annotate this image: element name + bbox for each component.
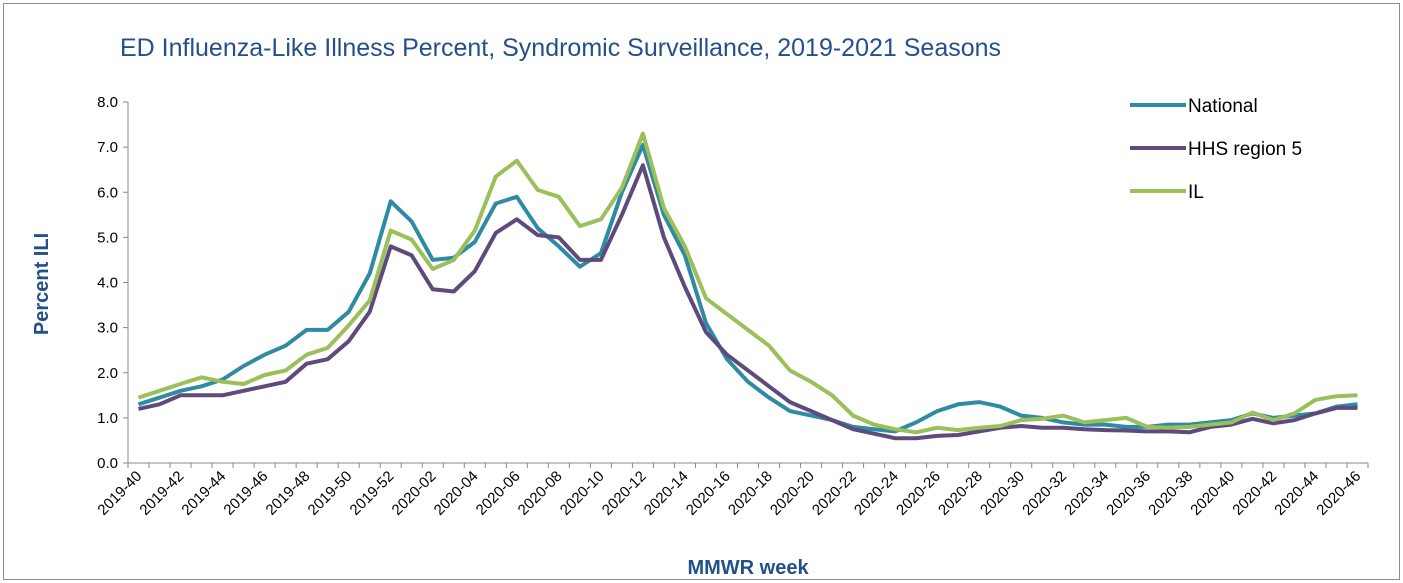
y-tick-label: 2.0 (97, 365, 118, 382)
y-tick-label: 8.0 (97, 94, 118, 111)
y-tick-label: 6.0 (97, 184, 118, 201)
series-line (137, 131, 1358, 435)
legend-label: National (1188, 96, 1258, 117)
y-tick-label: 0.0 (97, 455, 118, 472)
y-tick-label: 7.0 (97, 139, 118, 156)
legend-label: IL (1188, 182, 1204, 203)
legend-label: HHS region 5 (1188, 139, 1302, 160)
y-axis-label: Percent ILI (31, 233, 53, 335)
y-tick-label: 5.0 (97, 229, 118, 246)
y-tick-label: 3.0 (97, 320, 118, 337)
chart-title: ED Influenza-Like Illness Percent, Syndr… (120, 34, 1001, 62)
y-tick-label: 1.0 (97, 410, 118, 427)
series-line (138, 163, 1358, 441)
x-axis-label: MMWR week (687, 557, 809, 579)
y-tick-label: 4.0 (97, 275, 118, 292)
